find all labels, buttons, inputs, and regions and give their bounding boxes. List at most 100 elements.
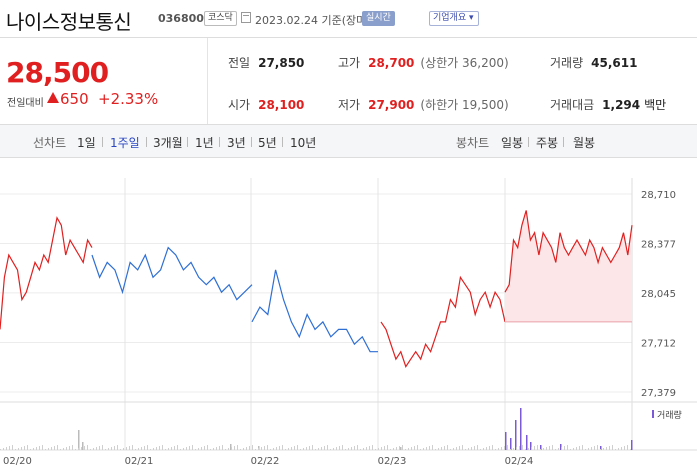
volume-bar bbox=[477, 445, 478, 450]
stat-value: 27,850 bbox=[258, 56, 305, 70]
volume-bar bbox=[510, 438, 512, 450]
volume-bar bbox=[198, 448, 199, 450]
volume-bar bbox=[480, 449, 481, 450]
up-arrow-icon bbox=[47, 92, 59, 103]
volume-bar bbox=[303, 448, 304, 450]
period-separator bbox=[251, 137, 252, 147]
volume-bar bbox=[357, 445, 358, 450]
volume-bar bbox=[219, 446, 220, 450]
x-tick-label: 02/23 bbox=[378, 456, 407, 467]
volume-bar bbox=[609, 446, 610, 450]
volume-bar bbox=[540, 449, 541, 450]
volume-bar bbox=[105, 449, 106, 450]
volume-bar bbox=[600, 449, 601, 450]
volume-bar bbox=[468, 448, 469, 450]
period-3m[interactable]: 3개월 bbox=[153, 136, 183, 150]
volume-bar bbox=[246, 447, 247, 450]
volume-bar bbox=[432, 445, 433, 450]
volume-bar bbox=[87, 445, 88, 450]
price-chart[interactable]: 28,710 28,377 28,045 27,712 27,379 거래량 02/20 02… bbox=[0, 158, 697, 471]
volume-bar bbox=[606, 447, 607, 450]
volume-bar bbox=[63, 448, 64, 450]
volume-bar bbox=[515, 420, 517, 450]
period-5y[interactable]: 5년 bbox=[258, 136, 277, 150]
volume-bar bbox=[555, 449, 556, 450]
volume-bar bbox=[528, 448, 529, 450]
volume-legend-label: 거래량 bbox=[657, 409, 682, 421]
volume-bar bbox=[48, 448, 49, 450]
stat-value: 45,611 bbox=[591, 56, 638, 70]
volume-bar bbox=[99, 446, 100, 450]
period-1y[interactable]: 1년 bbox=[195, 136, 214, 150]
volume-bar bbox=[69, 446, 70, 450]
period-1w[interactable]: 1주일 bbox=[110, 136, 140, 150]
volume-bar bbox=[267, 445, 268, 450]
volume-bar bbox=[210, 449, 211, 450]
volume-bar bbox=[630, 449, 631, 450]
volume-bar bbox=[576, 447, 577, 450]
volume-bar bbox=[558, 448, 559, 450]
volume-bar bbox=[354, 446, 355, 450]
volume-bar bbox=[447, 445, 448, 450]
volume-bar bbox=[384, 446, 385, 450]
volume-bar bbox=[387, 445, 388, 450]
candle-weekly[interactable]: 주봉 bbox=[536, 136, 559, 150]
series-line-02/22 bbox=[380, 275, 506, 368]
stock-header: 나이스정보통신 036800 코스닥 2023.02.24 기준(장마감) 실시… bbox=[0, 0, 697, 38]
volume-bar bbox=[213, 448, 214, 450]
volume-bar bbox=[552, 445, 553, 450]
volume-bar bbox=[231, 447, 232, 450]
volume-bar bbox=[27, 445, 28, 450]
corp-info-dropdown[interactable]: 기업개요 ▾ bbox=[429, 11, 479, 26]
volume-bar bbox=[234, 446, 235, 450]
candle-monthly[interactable]: 월봉 bbox=[573, 136, 596, 150]
volume-bar bbox=[291, 447, 292, 450]
volume-bar bbox=[582, 445, 583, 450]
volume-bar bbox=[450, 449, 451, 450]
period-1d[interactable]: 1일 bbox=[77, 136, 96, 150]
volume-bar bbox=[186, 447, 187, 450]
stat-unit: 백만 bbox=[644, 98, 667, 112]
volume-bar bbox=[273, 448, 274, 450]
volume-bar bbox=[530, 442, 532, 450]
volume-bar bbox=[300, 449, 301, 450]
stat-label: 거래량 bbox=[550, 56, 584, 70]
volume-bar bbox=[465, 449, 466, 450]
volume-bar bbox=[183, 448, 184, 450]
volume-bar bbox=[60, 449, 61, 450]
volume-bar bbox=[570, 449, 571, 450]
volume-bar bbox=[156, 447, 157, 450]
volume-bar bbox=[600, 446, 602, 450]
volume-bar bbox=[264, 446, 265, 450]
realtime-button[interactable]: 실시간 bbox=[362, 11, 395, 26]
volume-bar bbox=[45, 449, 46, 450]
volume-bar bbox=[312, 445, 313, 450]
volume-bar bbox=[525, 449, 526, 450]
volume-bar bbox=[336, 447, 337, 450]
stat-value: 28,700 bbox=[368, 56, 415, 70]
volume-bar bbox=[372, 445, 373, 450]
line-chart-label: 선차트 bbox=[33, 136, 67, 150]
volume-bar bbox=[39, 446, 40, 450]
volume-bar bbox=[222, 445, 223, 450]
volume-bar bbox=[18, 448, 19, 450]
volume-bar bbox=[399, 446, 400, 450]
volume-bar bbox=[501, 447, 502, 450]
volume-bar bbox=[483, 448, 484, 450]
volume-bar bbox=[153, 448, 154, 450]
header-divider bbox=[0, 37, 697, 38]
volume-bar bbox=[321, 447, 322, 450]
period-10y[interactable]: 10년 bbox=[290, 136, 317, 150]
volume-bar bbox=[549, 446, 550, 450]
volume-bar bbox=[504, 446, 505, 450]
volume-bar bbox=[240, 449, 241, 450]
series-line-02/21 bbox=[251, 269, 378, 353]
volume-bar bbox=[366, 447, 367, 450]
volume-bar bbox=[255, 449, 256, 450]
period-3y[interactable]: 3년 bbox=[227, 136, 246, 150]
x-tick-label: 02/21 bbox=[125, 456, 154, 467]
x-tick-label: 02/22 bbox=[251, 456, 280, 467]
volume-bar bbox=[0, 449, 1, 450]
candle-daily[interactable]: 일봉 bbox=[501, 136, 524, 150]
series-line-02/20 bbox=[0, 216, 93, 330]
